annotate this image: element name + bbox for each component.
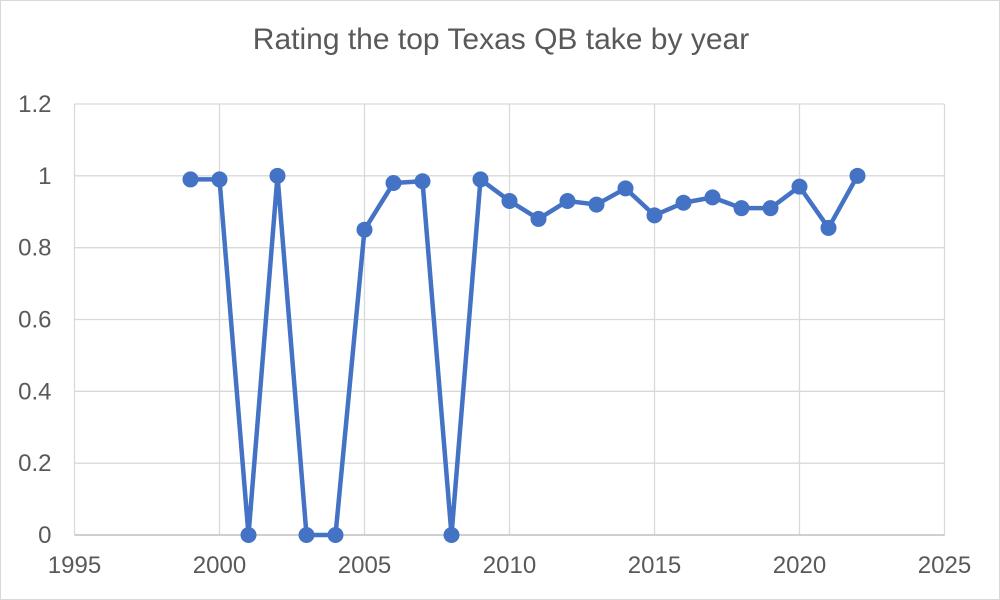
data-point-marker [733, 200, 750, 217]
data-point-marker [588, 196, 605, 213]
chart-title: Rating the top Texas QB take by year [252, 23, 750, 56]
data-point-marker [385, 175, 402, 192]
data-point-marker [704, 189, 721, 206]
x-axis-tick-label: 1995 [48, 552, 101, 579]
y-axis-tick-label: 0.2 [18, 450, 51, 477]
data-point-marker [356, 221, 373, 238]
x-axis-tick-label: 2010 [483, 552, 536, 579]
data-point-marker [820, 219, 837, 236]
data-point-marker [646, 207, 663, 224]
y-axis-tick-label: 0.8 [18, 235, 51, 262]
data-point-marker [211, 171, 228, 188]
data-point-marker [472, 171, 489, 188]
y-axis-tick-label: 0.6 [18, 307, 51, 334]
y-axis-tick-label: 1.2 [18, 91, 51, 118]
data-point-marker [240, 527, 257, 543]
data-point-marker [443, 527, 460, 543]
x-axis-tick-label: 2025 [918, 552, 971, 579]
y-axis-tick-label: 0.4 [18, 378, 51, 405]
data-point-marker [559, 192, 576, 209]
data-point-marker [530, 210, 547, 227]
data-point-marker [617, 180, 634, 197]
data-point-marker [791, 178, 808, 195]
y-axis-tick-label: 1 [38, 163, 51, 190]
x-axis-tick-label: 2005 [338, 552, 391, 579]
series-line [188, 173, 860, 538]
data-point-marker [762, 200, 779, 217]
data-point-marker [414, 173, 431, 190]
x-axis-tick-label: 2015 [628, 552, 681, 579]
data-point-marker [501, 192, 518, 209]
y-axis-tick-label: 0 [38, 522, 51, 549]
data-point-marker [298, 527, 315, 543]
data-point-marker [327, 527, 344, 543]
data-point-marker [675, 194, 692, 211]
data-point-marker [182, 171, 199, 188]
data-point-marker [269, 167, 286, 184]
x-axis-tick-label: 2020 [773, 552, 826, 579]
data-point-marker [849, 167, 866, 184]
x-axis-tick-label: 2000 [193, 552, 246, 579]
